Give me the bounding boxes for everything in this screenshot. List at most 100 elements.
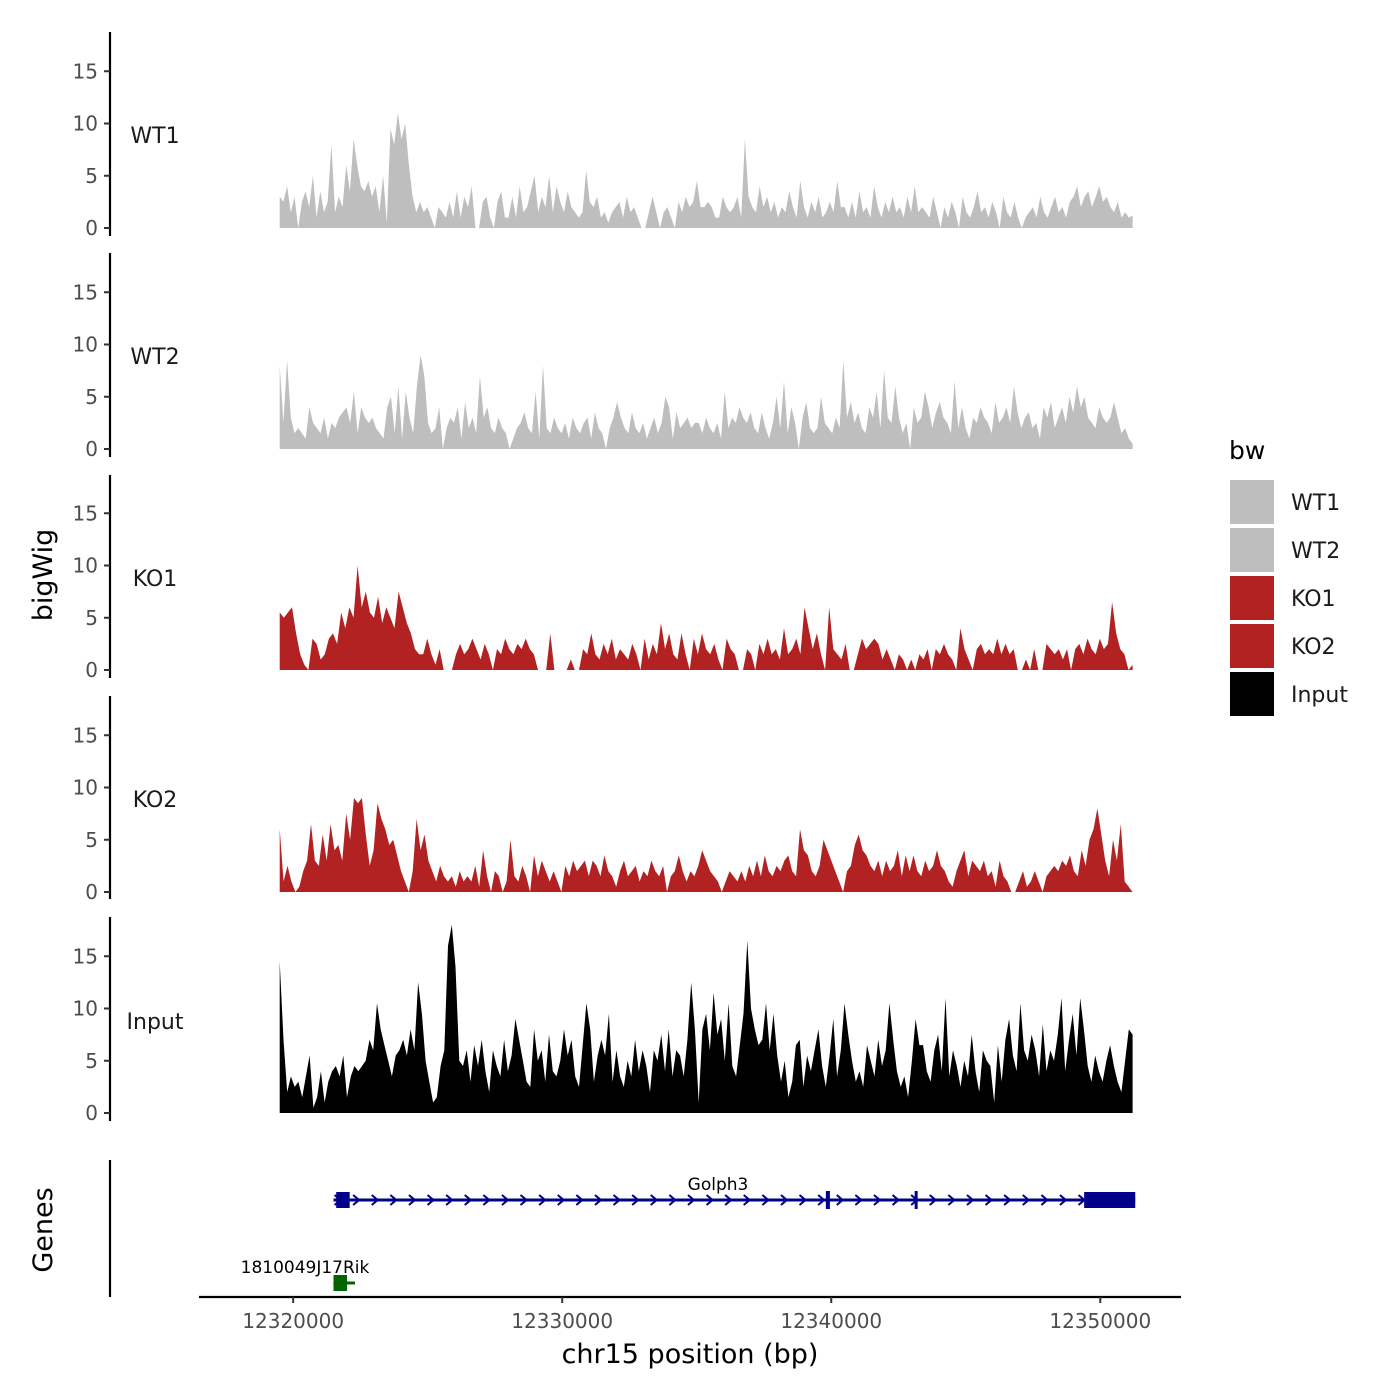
y-tick-label: 5: [85, 828, 98, 852]
exon: [333, 1275, 347, 1291]
y-tick-label: 0: [85, 880, 98, 904]
y-tick-label: 5: [85, 606, 98, 630]
x-tick-label: 12330000: [511, 1309, 613, 1333]
strand-arrow: [464, 1194, 473, 1206]
legend-swatch: [1230, 624, 1274, 668]
y-tick-label: 10: [73, 554, 98, 578]
signal-area-ko2: [279, 798, 1133, 892]
legend-item-input: Input: [1230, 672, 1348, 716]
strand-arrow: [557, 1194, 566, 1206]
strand-arrow: [426, 1194, 436, 1206]
strand-arrow: [817, 1194, 826, 1206]
legend-label: KO2: [1291, 635, 1336, 660]
y-tick-label: 15: [73, 944, 98, 968]
y-tick-label: 10: [73, 333, 98, 357]
legend: bw WT1 WT2 KO1 KO2 Input: [1229, 436, 1348, 716]
strand-arrow: [1059, 1194, 1068, 1206]
legend-swatch: [1230, 672, 1274, 716]
strand-arrow: [352, 1194, 361, 1206]
y-tick-label: 0: [85, 1101, 98, 1125]
x-tick-label: 12340000: [780, 1309, 882, 1333]
strand-arrow: [873, 1194, 882, 1206]
strand-arrow: [687, 1194, 696, 1206]
legend-item-ko1: KO1: [1230, 576, 1336, 620]
y-tick-label: 15: [73, 501, 98, 525]
strand-arrow: [798, 1194, 808, 1206]
legend-swatch: [1230, 528, 1274, 572]
strand-arrow: [612, 1194, 622, 1206]
strand-arrow: [389, 1194, 398, 1206]
strand-arrow: [929, 1194, 938, 1206]
y-tick-label: 0: [85, 437, 98, 461]
strand-arrow: [705, 1194, 715, 1206]
y-tick-label: 10: [73, 776, 98, 800]
signal-area-wt2: [279, 354, 1133, 449]
track-label: WT1: [130, 124, 179, 149]
track-wt1: 0 5 10 15 WT1: [73, 32, 1133, 240]
signal-tracks: 0 5 10 15 WT1 0 5 10 15 WT2 0 5 10 15 KO1 0 5 10 15 KO2 0 5 10…: [73, 32, 1133, 1125]
y-axis-title-genes: Genes: [28, 1187, 59, 1272]
y-tick-label: 10: [73, 112, 98, 136]
strand-arrow: [836, 1194, 845, 1206]
exon: [1084, 1192, 1136, 1208]
strand-arrow: [1003, 1194, 1012, 1206]
exon: [914, 1191, 918, 1209]
y-tick-label: 15: [73, 59, 98, 83]
y-tick-label: 15: [73, 280, 98, 304]
legend-item-ko2: KO2: [1230, 624, 1336, 668]
strand-arrow: [594, 1194, 603, 1206]
exon: [825, 1191, 830, 1209]
y-tick-label: 15: [73, 723, 98, 747]
x-axis: 12320000 12330000 12340000 12350000: [199, 1295, 1181, 1333]
track-ko2: 0 5 10 15 KO2: [73, 696, 1133, 904]
y-tick-label: 5: [85, 1049, 98, 1073]
y-tick-label: 0: [85, 658, 98, 682]
gene-label: Golph3: [688, 1175, 749, 1195]
exon: [336, 1192, 350, 1208]
gene-track: Golph3 1810049J17Rik: [108, 1160, 1136, 1297]
strand-arrow: [724, 1194, 733, 1206]
x-tick-label: 12350000: [1049, 1309, 1151, 1333]
strand-arrow: [1022, 1194, 1031, 1206]
gene-1810049j17rik: 1810049J17Rik: [241, 1258, 370, 1291]
strand-arrow: [984, 1194, 994, 1206]
strand-arrow: [519, 1194, 529, 1206]
strand-arrow: [1040, 1194, 1049, 1206]
x-tick-label: 12320000: [242, 1309, 344, 1333]
track-label: KO2: [133, 788, 178, 813]
strand-arrow: [761, 1194, 770, 1206]
legend-label: KO1: [1291, 587, 1336, 612]
legend-item-wt1: WT1: [1230, 480, 1340, 524]
x-axis-title: chr15 position (bp): [562, 1339, 819, 1370]
gene-label: 1810049J17Rik: [241, 1258, 370, 1278]
strand-arrow: [445, 1194, 454, 1206]
strand-arrow: [408, 1194, 417, 1206]
strand-arrow: [966, 1194, 975, 1206]
y-tick-label: 5: [85, 164, 98, 188]
signal-area-wt1: [279, 113, 1133, 228]
y-tick-label: 5: [85, 385, 98, 409]
strand-arrow: [891, 1194, 901, 1206]
legend-title: bw: [1229, 436, 1265, 465]
strand-arrow: [668, 1194, 677, 1206]
legend-swatch: [1230, 480, 1274, 524]
strand-arrow: [631, 1194, 640, 1206]
strand-arrow: [538, 1194, 547, 1206]
legend-item-wt2: WT2: [1230, 528, 1340, 572]
strand-arrow: [501, 1194, 510, 1206]
y-axis-title-bigwig: bigWig: [28, 529, 59, 622]
strand-arrow: [780, 1194, 789, 1206]
y-tick-label: 0: [85, 216, 98, 240]
gene-golph3: Golph3: [333, 1175, 1136, 1209]
strand-arrow: [575, 1194, 584, 1206]
track-input: 0 5 10 15 Input: [73, 917, 1133, 1125]
track-label: Input: [127, 1010, 184, 1035]
track-ko1: 0 5 10 15 KO1: [73, 475, 1133, 682]
track-wt2: 0 5 10 15 WT2: [73, 253, 1133, 461]
track-label: WT2: [130, 345, 179, 370]
strand-arrow: [947, 1194, 956, 1206]
strand-arrow: [482, 1194, 491, 1206]
y-tick-label: 10: [73, 997, 98, 1021]
strand-arrow: [371, 1194, 380, 1206]
